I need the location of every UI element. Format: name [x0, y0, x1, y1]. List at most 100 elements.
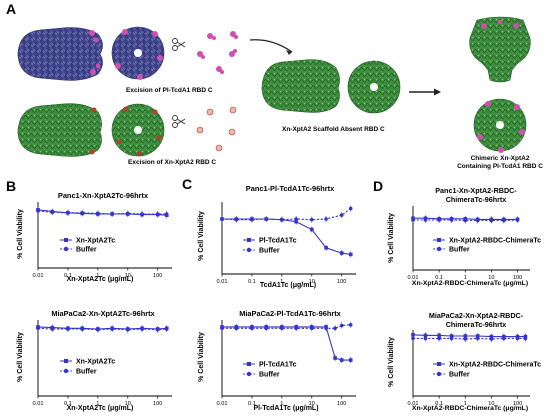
x-tick-label: 0.1 [64, 273, 72, 279]
data-point [155, 212, 160, 216]
legend-b-top: Xn-XptA2Tc Buffer [60, 238, 115, 254]
legend-b-bot: Xn-XptA2Tc Buffer [60, 359, 115, 376]
x-tick-label: 0.01 [33, 273, 44, 279]
legend-entry: Xn-XptA2-RBDC-ChimeraTc [449, 362, 541, 369]
data-point [523, 336, 528, 341]
x-tick-label: 100 [513, 401, 522, 407]
data-point [411, 218, 415, 222]
chart-c-top-title: Panc1-Pl-TcdA1Tc-96hrtx [246, 184, 335, 193]
data-point [96, 211, 100, 216]
data-point [80, 327, 85, 331]
data-point [234, 217, 239, 222]
legend-entry: Buffer [76, 247, 97, 254]
chart-c-bot-title: MiaPaCa2-Pl-TcdA1Tc-96hrtx [239, 309, 341, 318]
legend-entry: Buffer [259, 372, 280, 379]
chart-d-bot-xlabel: Xn-XptA2-RBDC-ChimeraTc (μg/mL) [412, 405, 528, 412]
dose-response-plots: 0.01 0.1 1 10 100 0.01 0.1 1 10 100 0.01 0.1 1 10 100 0… [33, 202, 530, 407]
arrow-head-icon [286, 50, 292, 55]
data-point [463, 337, 468, 341]
xn-xpta2-side-view [17, 103, 102, 157]
caption-scaffold: Xn-XptA2 Scaffold Absent RBD C [282, 126, 385, 133]
data-point [110, 327, 114, 331]
legend-entry: Xn-XptA2Tc [76, 238, 115, 245]
x-tick-label: 100 [337, 401, 346, 407]
data-point [348, 323, 353, 327]
chart-c-bot-ylabel: % Cell Viability [198, 332, 205, 382]
data-point [220, 217, 224, 221]
data-point [423, 218, 428, 222]
data-point [294, 217, 298, 221]
data-point [339, 213, 344, 217]
data-point [502, 218, 506, 223]
data-point [411, 333, 415, 337]
data-point [333, 356, 337, 360]
x-tick-label: 10 [488, 275, 494, 281]
data-point [348, 252, 353, 257]
data-point [475, 336, 480, 341]
panel-label-b: B [6, 178, 16, 194]
x-tick-label: 0.01 [217, 401, 228, 407]
data-point [348, 358, 353, 362]
data-point [309, 217, 314, 222]
xn-rbd-fragments [196, 106, 237, 152]
x-tick-label: 0.01 [33, 401, 44, 407]
data-point [264, 326, 269, 331]
chimeric-side-view [469, 16, 531, 83]
legend-c-top: Pl-TcdA1Tc Buffer [243, 238, 297, 255]
series-line-buffer [221, 208, 352, 221]
legend-entry: Buffer [76, 369, 97, 376]
chart-b-top-title: Panc1-Xn-XptA2Tc-96hrtx [58, 191, 149, 200]
data-point [220, 326, 224, 331]
data-point [36, 326, 40, 331]
panel-label-c: C [182, 176, 192, 192]
series-line-buffer [37, 210, 167, 215]
x-tick-label: 0.1 [64, 401, 72, 407]
data-point [125, 211, 130, 216]
data-point [264, 217, 269, 221]
legend-entry: Buffer [449, 247, 470, 254]
series-line-treatment [412, 334, 526, 338]
data-point [348, 206, 353, 211]
series-line-buffer [413, 337, 526, 340]
x-tick-label: 100 [153, 401, 162, 407]
series-line-treatment [222, 326, 351, 361]
series-line-treatment [37, 326, 167, 330]
chart-d-bot-ylabel: % Cell Viability [388, 337, 395, 387]
legend-d-bot: Xn-XptA2-RBDC-ChimeraTc Buffer [433, 362, 541, 379]
panel-label-a: A [6, 1, 16, 17]
data-point [324, 326, 328, 331]
scissors-icon [172, 115, 186, 128]
arrow-head-icon [434, 88, 441, 96]
chart-b-top-ylabel: % Cell Viability [17, 209, 24, 259]
x-tick-label: 0.1 [248, 401, 256, 407]
caption-chimeric-line2: Containing Pl-TcdA1 RBD C [457, 163, 543, 170]
pl-rbd-fragments [197, 31, 238, 74]
data-point [309, 326, 314, 331]
x-tick-label: 10 [125, 273, 131, 279]
xn-xpta2-top-view [111, 103, 165, 157]
caption-excision-xn: Excision of Xn-XptA2 RBD C [128, 159, 216, 166]
scissors-icon [172, 38, 186, 51]
chimeric-top-view [473, 98, 527, 153]
chart-d-top-title-2: ChimeraTc-96hrtx [446, 195, 507, 204]
data-point [463, 218, 468, 223]
x-tick-label: 100 [153, 273, 162, 279]
x-tick-label: 10 [309, 279, 315, 285]
series-line-buffer [413, 219, 518, 222]
x-tick-label: 100 [513, 275, 522, 281]
x-tick-label: 10 [309, 401, 315, 407]
data-point [140, 327, 144, 331]
data-point [110, 212, 114, 216]
chart-d-bot-title-1: MiaPaCa2-Xn-XptA2-RBDC- [429, 311, 524, 320]
pl-tcda1-top-view [111, 26, 165, 80]
chart-d-top-ylabel: % Cell Viability [388, 213, 395, 263]
xn-scaffold-top-view [347, 60, 401, 114]
data-point [280, 326, 284, 331]
chart-c-top-xlabel: TcdA1Tc (μg/mL) [260, 282, 316, 289]
series-line-buffer [37, 327, 167, 331]
data-point [50, 327, 55, 331]
data-point [339, 358, 344, 362]
data-point [66, 211, 70, 215]
x-tick-label: 1 [96, 273, 99, 279]
